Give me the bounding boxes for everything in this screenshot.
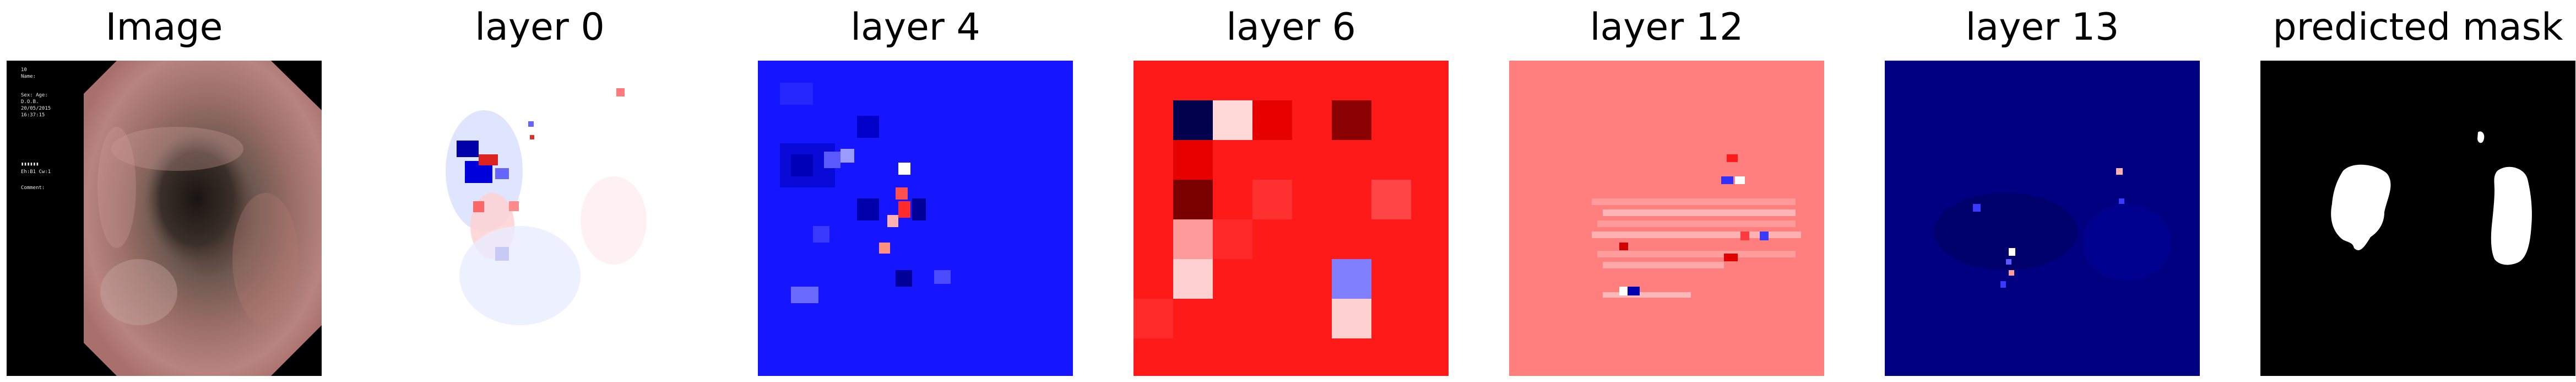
heatmap-layer-6	[1134, 61, 1449, 376]
endoscopy-image: 10 Name: Sex: Age: D.O.B. 20/05/2015 16:…	[7, 61, 322, 376]
heatmap-layer-4	[758, 61, 1073, 376]
panel-title: predicted mask	[2273, 6, 2563, 49]
osd-line: 16:37:15	[21, 112, 45, 118]
panel-input-image: Image	[7, 0, 322, 382]
predicted-mask	[2260, 61, 2575, 376]
osd-line: ▮▮▮▮▮▮	[21, 162, 39, 167]
osd-line: 10	[21, 67, 27, 73]
heatmap-layer-0	[382, 61, 697, 376]
heatmap-layer-13-svg	[1885, 61, 2200, 376]
osd-line: D.O.B.	[21, 99, 39, 105]
osd-line: Name:	[21, 74, 36, 79]
panel-predicted-mask: predicted mask	[2260, 0, 2575, 382]
panel-layer-13: layer 13	[1885, 0, 2200, 382]
panel-title: Image	[105, 6, 223, 49]
panel-title: layer 13	[1965, 6, 2119, 49]
panel-title: layer 0	[475, 6, 605, 49]
predicted-mask-svg	[2260, 61, 2575, 376]
osd-line: Sex: Age:	[21, 93, 48, 98]
osd-line: Comment:	[21, 185, 45, 191]
panel-title: layer 6	[1226, 6, 1356, 49]
panel-layer-4: layer 4	[758, 0, 1073, 382]
heatmap-layer-12-svg	[1509, 61, 1824, 376]
heatmap-layer-13	[1885, 61, 2200, 376]
panel-layer-6: layer 6	[1134, 0, 1449, 382]
panel-layer-0: layer 0	[382, 0, 697, 382]
panel-title: layer 4	[850, 6, 980, 49]
panel-title: layer 12	[1590, 6, 1744, 49]
heatmap-layer-12	[1509, 61, 1824, 376]
osd-line: Eh:B1 Cw:1	[21, 169, 51, 175]
heatmap-layer-4-svg	[758, 61, 1073, 376]
endoscopy-image-svg	[7, 61, 322, 376]
heatmap-layer-6-svg	[1134, 61, 1449, 376]
heatmap-layer-0-svg	[382, 61, 697, 376]
osd-line: 20/05/2015	[21, 106, 51, 111]
panel-layer-12: layer 12	[1509, 0, 1824, 382]
